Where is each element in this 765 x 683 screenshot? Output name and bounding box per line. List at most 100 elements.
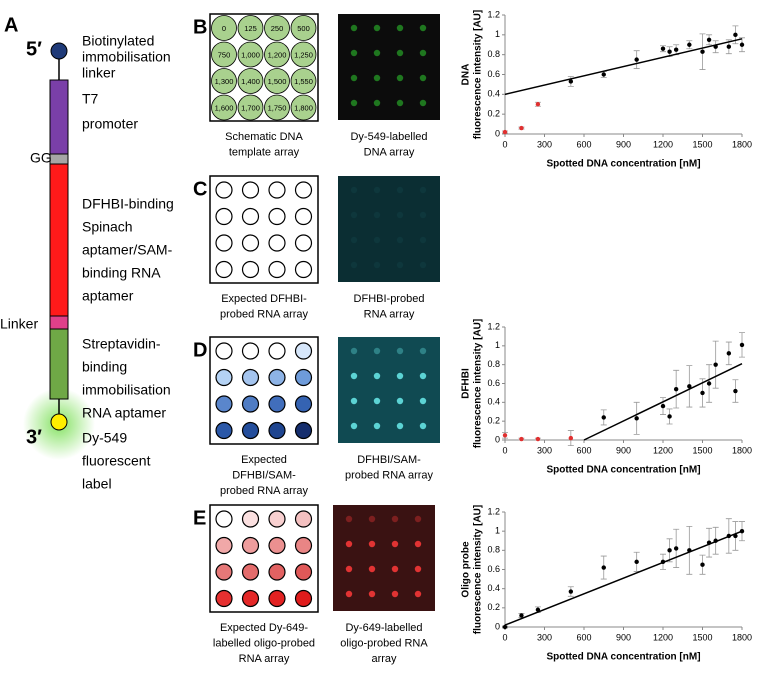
spot [350,99,358,107]
x-axis-label: Spotted DNA concentration [nM] [546,159,700,170]
well-label: 1,700 [241,103,260,112]
well [241,421,260,440]
spot [396,397,404,405]
label-line: linker [82,65,116,81]
label-line: promoter [82,116,138,132]
spot [391,590,399,598]
well [268,589,286,608]
well [215,342,233,360]
spot [419,397,427,405]
well [290,68,317,94]
y-axis-label: fluorescence intensity [AU] [473,319,484,448]
spot [396,236,404,244]
spot [373,422,381,430]
point [673,546,679,551]
well [268,510,286,528]
label-line: binding RNA [82,265,161,281]
point [726,351,732,356]
well [268,536,286,555]
label-line: Dy-549-labelled [350,131,427,143]
well-label: 1,800 [294,103,313,112]
well [268,395,286,413]
point [634,57,639,62]
well [264,41,290,68]
point [660,403,666,409]
spot [373,24,381,32]
spot [396,49,404,57]
well [294,563,313,581]
well [294,536,313,555]
y-axis-label: fluorescence intensity [AU] [473,505,484,634]
y-tick-label: 0.2 [487,416,500,426]
spot [419,422,427,430]
well-label: 1,750 [268,103,287,112]
well [294,368,313,387]
well [290,94,317,121]
point [706,381,712,386]
label-line: aptamer [82,288,134,304]
spot [419,74,427,82]
point [568,79,574,84]
well [215,536,233,555]
point [601,565,606,570]
point [502,624,508,630]
well [237,41,264,68]
label-line: Streptavidin- [82,336,161,352]
spot [373,261,381,269]
label-line: immobilisation [82,49,171,65]
y-tick-label: 0.6 [487,378,500,388]
well [215,181,233,199]
spot [419,49,427,57]
spot [373,372,381,380]
spot [345,590,353,598]
label-line: DFHBI/SAM- [232,469,296,481]
spot [396,24,404,32]
well-label: 1,200 [268,50,287,59]
y-tick-label: 0.6 [487,69,500,79]
point [739,42,745,47]
label-line: DFHBI-probed [354,293,425,305]
well [290,15,317,41]
y-axis-label: DNA [461,64,472,86]
well [215,395,233,413]
spot [419,99,427,107]
well [241,181,260,199]
point [519,125,524,131]
point [739,342,745,348]
point [687,384,692,389]
well [211,94,237,121]
point [667,548,672,553]
x-tick-label: 1800 [732,139,752,149]
spot [396,74,404,82]
label-line: probed RNA array [220,485,309,497]
spot [419,372,427,380]
x-tick-label: 600 [576,445,591,455]
spot [396,261,404,269]
label-line: template array [229,146,300,158]
y-tick-label: 0.4 [487,397,500,407]
spot [419,24,427,32]
label-line: binding [82,359,127,375]
well-label: 0 [222,24,226,33]
x-tick-label: 1800 [732,632,752,642]
y-tick-label: 0.8 [487,545,500,555]
well [268,368,286,387]
spot [414,540,422,548]
well-label: 750 [218,50,231,59]
well-label: 500 [297,24,310,33]
spot [396,99,404,107]
well-label: 1,500 [268,77,287,86]
x-tick-label: 900 [616,632,631,642]
spot [350,347,358,355]
y-tick-label: 0 [495,434,500,444]
point [673,386,679,392]
x-tick-label: 0 [502,445,507,455]
spot [373,99,381,107]
panel-letter: A [4,14,18,36]
well [294,589,313,608]
x-tick-label: 1200 [653,139,673,149]
well [264,94,290,121]
point [713,362,718,367]
x-tick-label: 1500 [692,445,712,455]
spot [391,565,399,573]
